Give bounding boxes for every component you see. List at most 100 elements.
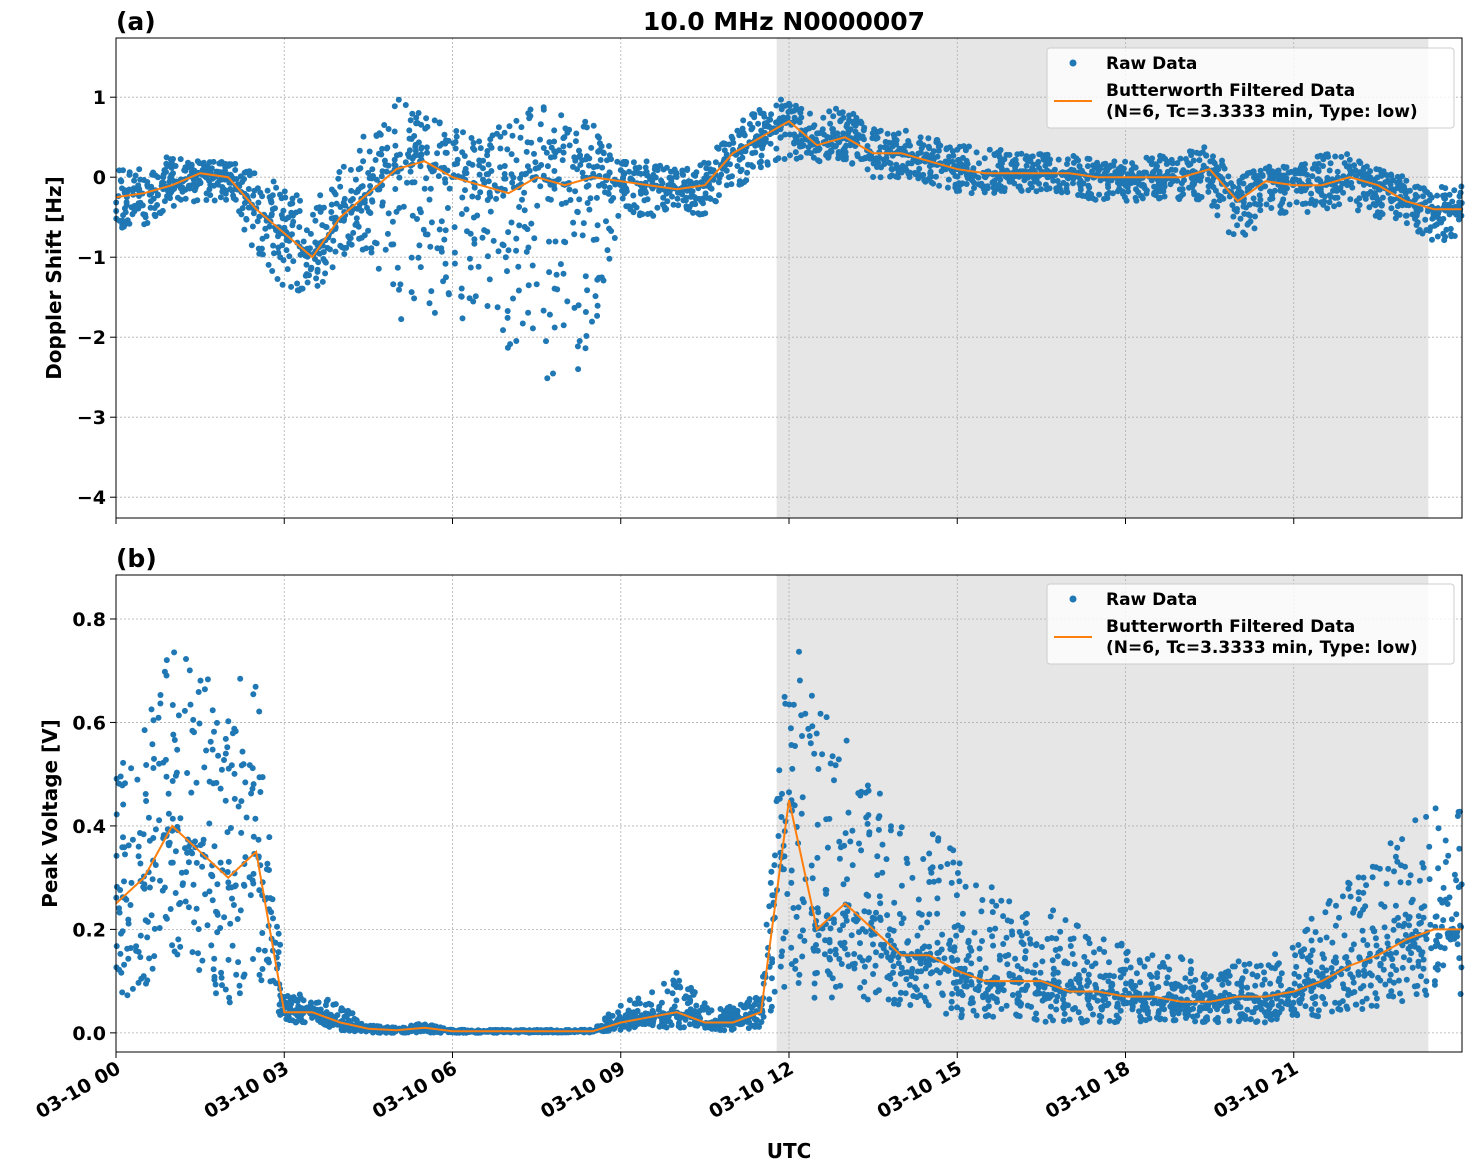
raw-data-point [143,981,149,987]
y-axis-label: Doppler Shift [Hz] [42,176,66,380]
raw-data-point [218,970,224,976]
raw-data-point [891,963,897,969]
raw-data-point [957,860,963,866]
raw-data-point [277,254,283,260]
raw-data-point [782,156,788,162]
raw-data-point [1162,194,1168,200]
raw-data-point [905,138,911,144]
raw-data-point [958,1014,964,1020]
raw-data-point [513,248,519,254]
raw-data-point [271,179,277,185]
raw-data-point [270,192,276,198]
raw-data-point [445,205,451,211]
raw-data-point [858,119,864,125]
raw-data-point [356,166,362,172]
raw-data-point [167,840,173,846]
raw-data-point [881,945,887,951]
raw-data-point [235,959,241,965]
raw-data-point [211,966,217,972]
raw-data-point [972,930,978,936]
raw-data-point [650,1008,656,1014]
raw-data-point [114,884,120,890]
raw-data-point [722,1011,728,1017]
raw-data-point [597,140,603,146]
raw-data-point [477,172,483,178]
raw-data-point [122,222,128,228]
raw-data-point [182,845,188,851]
raw-data-point [771,862,777,868]
raw-data-point [442,176,448,182]
raw-data-point [257,972,263,978]
raw-data-point [194,197,200,203]
raw-data-point [796,980,802,986]
raw-data-point [166,811,172,817]
raw-data-point [918,925,924,931]
raw-data-point [532,159,538,165]
raw-data-point [213,990,219,996]
raw-data-point [886,997,892,1003]
raw-data-point [759,153,765,159]
raw-data-point [666,175,672,181]
raw-data-point [413,142,419,148]
raw-data-point [290,219,296,225]
raw-data-point [950,860,956,866]
raw-data-point [977,956,983,962]
raw-data-point [562,239,568,245]
raw-data-point [357,148,363,154]
raw-data-point [207,779,213,785]
raw-data-point [778,964,784,970]
raw-data-point [260,774,266,780]
raw-data-point [632,1001,638,1007]
raw-data-point [1242,232,1248,238]
raw-data-point [406,127,412,133]
raw-data-point [643,190,649,196]
raw-data-point [1085,156,1091,162]
raw-data-point [1050,907,1056,913]
raw-data-point [742,1005,748,1011]
raw-data-point [844,908,850,914]
raw-data-point [1434,221,1440,227]
raw-data-point [788,880,794,886]
panel-a: 10−1−2−3−4(a)Doppler Shift [Hz]Raw DataB… [42,7,1465,524]
raw-data-point [1248,219,1254,225]
raw-data-point [1027,181,1033,187]
raw-data-point [267,978,273,984]
raw-data-point [846,810,852,816]
raw-data-point [800,794,806,800]
raw-data-point [1005,917,1011,923]
raw-data-point [130,837,136,843]
raw-data-point [558,261,564,267]
raw-data-point [903,976,909,982]
raw-data-point [873,949,879,955]
raw-data-point [865,812,871,818]
raw-data-point [796,904,802,910]
raw-data-point [814,970,820,976]
raw-data-point [528,107,534,113]
raw-data-point [815,948,821,954]
raw-data-point [823,887,829,893]
raw-data-point [392,143,398,149]
raw-data-point [558,112,564,118]
raw-data-point [1327,168,1333,174]
raw-data-point [324,224,330,230]
raw-data-point [1090,162,1096,168]
raw-data-point [572,188,578,194]
raw-data-point [688,985,694,991]
raw-data-point [644,158,650,164]
raw-data-point [266,834,272,840]
raw-data-point [288,284,294,290]
raw-data-point [734,163,740,169]
raw-data-point [1124,198,1130,204]
raw-data-point [350,230,356,236]
raw-data-point [327,246,333,252]
raw-data-point [593,293,599,299]
raw-data-point [1451,187,1457,193]
raw-data-point [914,987,920,993]
raw-data-point [829,995,835,1001]
raw-data-point [769,892,775,898]
raw-data-point [214,720,220,726]
raw-data-point [256,887,262,893]
raw-data-point [219,767,225,773]
raw-data-point [217,169,223,175]
raw-data-point [955,870,961,876]
